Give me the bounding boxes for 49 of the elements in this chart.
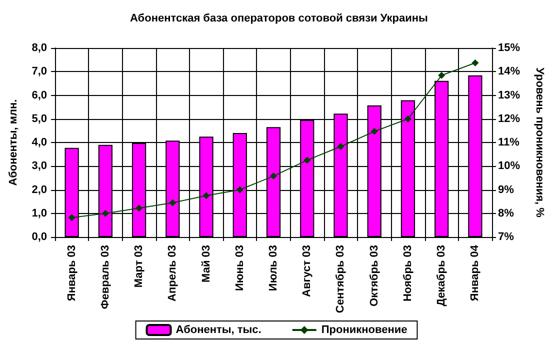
x-tick-label: Апрель 03 bbox=[166, 245, 179, 302]
y-tick-label: 1,0 bbox=[32, 207, 47, 220]
x-tick-label: Февраль 03 bbox=[99, 245, 112, 310]
y2-tick-label: 10% bbox=[498, 160, 520, 172]
point bbox=[202, 192, 210, 200]
point bbox=[169, 199, 176, 206]
point bbox=[102, 210, 109, 217]
y2-axis-title: Уровень проникновения, % bbox=[534, 68, 546, 218]
y2-tick-label: 14% bbox=[498, 66, 520, 78]
point bbox=[236, 186, 244, 194]
point bbox=[337, 143, 344, 150]
y2-tick-label: 9% bbox=[498, 184, 514, 196]
y-tick-label: 7,0 bbox=[32, 66, 47, 78]
x-tick-label: Октябрь 03 bbox=[368, 245, 380, 306]
point bbox=[136, 204, 143, 212]
point bbox=[270, 172, 277, 180]
x-tick-label: Июль 03 bbox=[268, 245, 280, 292]
y-axis-title: Абоненты, млн. bbox=[8, 99, 20, 186]
point bbox=[304, 156, 311, 164]
point bbox=[404, 115, 412, 122]
y-tick-label: 2,0 bbox=[32, 184, 47, 196]
y-tick-label: 4,0 bbox=[32, 136, 47, 148]
chart-title: Абонентская база операторов сотовой связи Украины bbox=[130, 12, 428, 24]
x-tick-label: Сентябрь 03 bbox=[334, 245, 347, 314]
point bbox=[370, 128, 378, 135]
x-tick-label: Июнь 03 bbox=[234, 245, 246, 291]
y2-tick-label: 12% bbox=[498, 112, 520, 125]
x-tick-label: Ноябрь 03 bbox=[402, 245, 414, 302]
y2-tick-label: 8% bbox=[498, 207, 514, 220]
point bbox=[68, 214, 76, 222]
x-tick-label: Декабрь 03 bbox=[436, 245, 448, 306]
point bbox=[472, 59, 479, 66]
y-tick-label: 3,0 bbox=[32, 160, 47, 172]
y-tick-label: 8,0 bbox=[32, 42, 47, 54]
x-tick-label: Январь 04 bbox=[469, 244, 482, 302]
point bbox=[438, 72, 446, 79]
legend-label: Абоненты, тыс. bbox=[176, 324, 262, 336]
x-tick-label: Январь 03 bbox=[66, 245, 78, 302]
y2-tick-label: 11% bbox=[498, 136, 520, 148]
x-tick-label: Май 03 bbox=[200, 245, 212, 282]
x-tick-label: Август 03 bbox=[301, 245, 314, 297]
legend-label: Проникновение bbox=[321, 324, 408, 336]
y2-tick-label: 13% bbox=[498, 89, 520, 102]
y2-tick-label: 15% bbox=[498, 42, 520, 54]
y-tick-label: 6,0 bbox=[32, 89, 47, 102]
x-tick-label: Март 03 bbox=[133, 245, 146, 288]
y2-tick-label: 7% bbox=[498, 231, 514, 243]
y-tick-label: 5,0 bbox=[32, 112, 47, 125]
y-tick-label: 0,0 bbox=[32, 231, 47, 243]
